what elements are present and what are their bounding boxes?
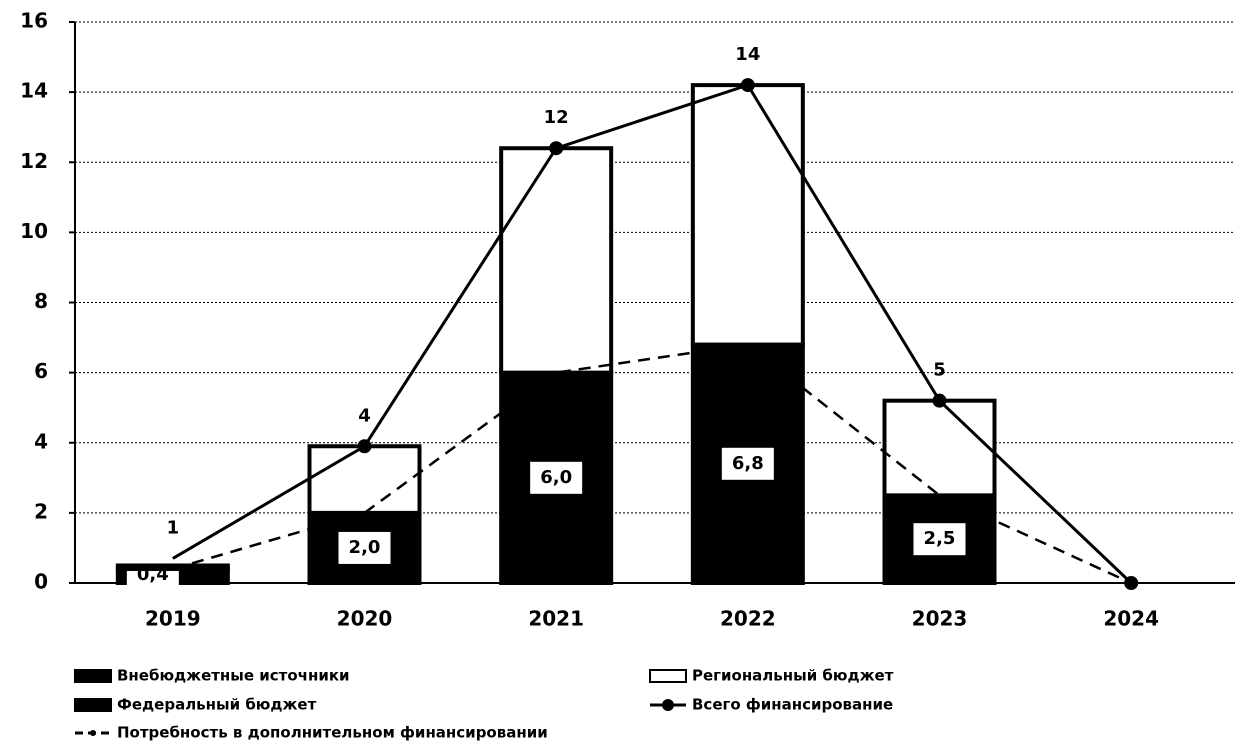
- x-tick-label: 2019: [145, 607, 201, 631]
- line-label: 1: [167, 517, 180, 538]
- y-tick-label: 10: [20, 219, 48, 243]
- y-tick-label: 6: [34, 359, 48, 383]
- y-tick-label: 0: [34, 570, 48, 594]
- bar-segment: [690, 83, 805, 347]
- y-tick-label: 4: [34, 429, 48, 453]
- x-tick-label: 2024: [1103, 607, 1159, 631]
- value-label-box: [721, 447, 774, 480]
- y-tick-label: 2: [34, 499, 48, 523]
- legend-label: Региональный бюджет: [692, 667, 894, 685]
- x-tick-label: 2023: [912, 607, 968, 631]
- value-label-box: [530, 461, 583, 494]
- line-label: 12: [544, 107, 569, 128]
- y-tick-label: 8: [34, 289, 48, 313]
- line-point: [549, 141, 564, 156]
- line-label: 4: [358, 405, 371, 426]
- value-label: 2,0: [349, 537, 381, 558]
- line-point: [357, 439, 372, 454]
- value-label: 6,0: [540, 467, 572, 488]
- x-tick-label: 2020: [337, 607, 393, 631]
- y-tick-label: 16: [20, 9, 48, 33]
- bar-segment: [307, 444, 422, 515]
- line-point: [740, 78, 755, 93]
- y-tick-label: 12: [20, 149, 48, 173]
- legend-label: Всего финансирование: [692, 696, 893, 714]
- x-tick-label: 2021: [528, 607, 584, 631]
- legend-swatch: [74, 669, 112, 683]
- line-label: 14: [735, 44, 760, 65]
- value-label-box: [913, 523, 966, 556]
- value-label: 2,5: [924, 528, 956, 549]
- line-point: [932, 393, 947, 408]
- legend-swatch: [74, 698, 112, 712]
- dashed-line: [172, 343, 1132, 585]
- line: [172, 83, 1133, 585]
- x-tick-label: 2022: [720, 607, 776, 631]
- y-tick-label: 14: [20, 79, 48, 103]
- value-label: 6,8: [732, 453, 764, 474]
- legend-label: Потребность в дополнительном финансирова…: [117, 724, 548, 742]
- legend-swatch: [649, 669, 687, 683]
- legend-marker: [662, 699, 674, 711]
- bar-segment: [882, 398, 997, 498]
- value-label-box: [338, 531, 391, 564]
- line-label: 5: [933, 360, 946, 381]
- legend-label: Внебюджетные источники: [117, 667, 350, 685]
- legend-marker: [90, 730, 96, 736]
- legend-label: Федеральный бюджет: [117, 696, 317, 714]
- bar-segment: [499, 146, 614, 375]
